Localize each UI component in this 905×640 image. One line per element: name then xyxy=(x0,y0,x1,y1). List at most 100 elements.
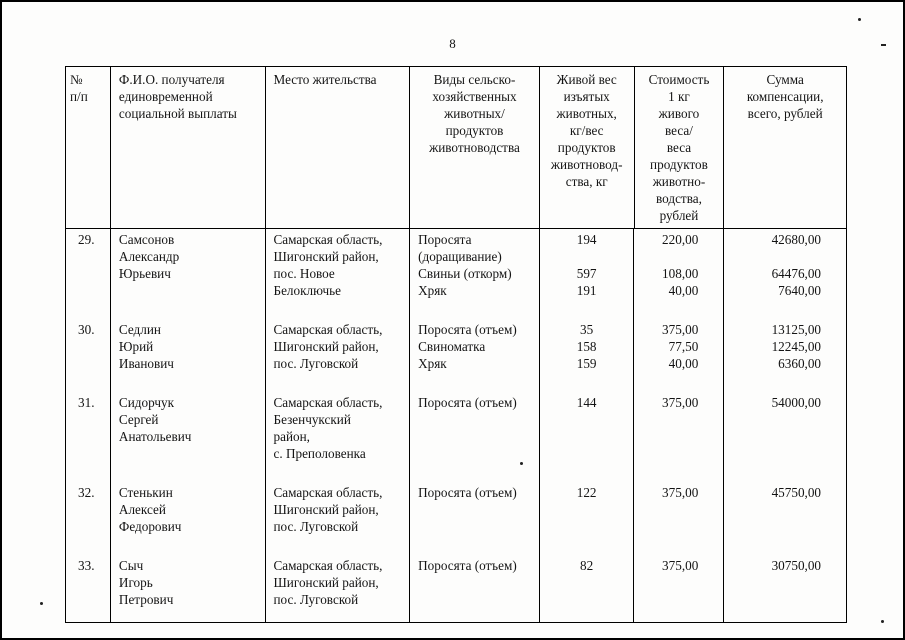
table-body: 29. Самсонов Александр Юрьевич Самарская обл… xyxy=(66,229,846,622)
cell-weights: 194 597 191 xyxy=(540,229,635,319)
cell-line: водства, xyxy=(656,191,702,206)
cell-name: Сидорчук Сергей Анатольевич xyxy=(111,392,266,482)
cell-sums: 45750,00 xyxy=(724,482,846,555)
cell-line: 194 xyxy=(576,232,597,247)
cell-line: Хряк xyxy=(418,356,447,371)
header-cell: Виды сельско-хозяйственных животных/проду… xyxy=(410,67,540,228)
cell-line: Поросята (отъем) xyxy=(418,395,517,410)
cell-line: 158 xyxy=(576,339,597,354)
cell-line: Алексей xyxy=(118,502,166,517)
cell-line: Юрьевич xyxy=(118,266,171,281)
cell-line: 31. xyxy=(78,395,95,410)
cell-line: пос. Луговской xyxy=(273,519,359,534)
cell-line: Самарская область, xyxy=(273,558,383,573)
cell-line: Федорович xyxy=(118,519,182,534)
cell-prices: 375,00 77,50 40,00 xyxy=(634,319,725,392)
cell-line: 220,00 xyxy=(662,232,699,247)
cell-line: изъятых xyxy=(563,89,610,104)
scan-speck xyxy=(520,462,523,465)
cell-types: Поросята (отъем) xyxy=(410,392,540,482)
cell-line: Шигонский район, xyxy=(273,249,379,264)
cell-prices: 220,00 108,00 40,00 xyxy=(634,229,725,319)
cell-line: веса/ xyxy=(665,123,693,138)
cell-prices: 375,00 xyxy=(634,392,725,482)
cell-line: 375,00 xyxy=(662,395,699,410)
cell-line: Стоимость xyxy=(648,72,710,87)
cell-line: хозяйственных xyxy=(432,89,517,104)
cell-line: 40,00 xyxy=(668,356,699,371)
cell-line xyxy=(724,248,821,265)
cell-line: рублей xyxy=(659,208,699,223)
cell-line: Шигонский район, xyxy=(273,575,379,590)
page-number: 8 xyxy=(449,36,456,51)
cell-line: Сидорчук xyxy=(118,395,174,410)
cell-line: № xyxy=(70,72,83,87)
cell-line: Самарская область, xyxy=(273,322,383,337)
cell-types: Поросята (отъем) Свиноматка Хряк xyxy=(410,319,540,392)
cell-line: 375,00 xyxy=(662,322,699,337)
cell-line: Виды сельско- xyxy=(433,72,516,87)
cell-line: Самарская область, xyxy=(273,395,383,410)
cell-line: 45750,00 xyxy=(771,485,822,500)
cell-weights: 144 xyxy=(540,392,635,482)
cell-name: Седлин Юрий Иванович xyxy=(111,319,266,392)
cell-prices: 375,00 xyxy=(634,482,725,555)
cell-line: 122 xyxy=(576,485,597,500)
cell-line: пос. Новое xyxy=(273,266,335,281)
cell-line: Самарская область, xyxy=(273,232,383,247)
cell-line xyxy=(540,248,634,265)
cell-line: 32. xyxy=(78,485,95,500)
cell-sums: 30750,00 xyxy=(724,555,846,622)
cell-line: Игорь xyxy=(118,575,153,590)
cell-line: Поросята (отъем) xyxy=(418,322,517,337)
cell-line: пос. Луговской xyxy=(273,592,359,607)
cell-line: 13125,00 xyxy=(771,322,822,337)
cell-line: 12245,00 xyxy=(771,339,822,354)
cell-line: (доращивание) xyxy=(418,249,502,264)
cell-line: Ф.И.О. получателя xyxy=(118,72,225,87)
header-cell: Живой вес изъятых животных, кг/вес продуктов… xyxy=(540,67,635,228)
cell-line: Седлин xyxy=(118,322,161,337)
cell-line: 159 xyxy=(576,356,597,371)
header-cell: Место жительства xyxy=(266,67,411,228)
cell-line: животно- xyxy=(652,174,706,189)
scan-speck xyxy=(40,602,43,605)
cell-line: с. Преполовенка xyxy=(273,446,366,461)
cell-line: продуктов xyxy=(650,157,708,172)
scan-speck xyxy=(881,44,886,46)
header-cell: Ф.И.О. получателя единовременной социально… xyxy=(111,67,266,228)
cell-line: животных, xyxy=(556,106,617,121)
header-cell: Сумма компенсации, всего, рублей xyxy=(724,67,846,228)
cell-address: Самарская область, Шигонский район, пос. Л… xyxy=(266,555,411,622)
cell-line: Сумма xyxy=(766,72,804,87)
cell-line: продуктов xyxy=(557,140,616,155)
cell-line: Хряк xyxy=(418,283,447,298)
cell-line: Шигонский район, xyxy=(273,502,379,517)
cell-line: Поросята (отъем) xyxy=(418,485,517,500)
cell-line: веса xyxy=(666,140,692,155)
cell-line: п/п xyxy=(70,89,88,104)
cell-name: Сыч Игорь Петрович xyxy=(111,555,266,622)
table-header-row: № п/п Ф.И.О. получателя единовременной социа… xyxy=(66,67,846,229)
table-row: 29. Самсонов Александр Юрьевич Самарская обл… xyxy=(66,229,846,319)
cell-line: животных/ xyxy=(444,106,505,121)
cell-line: Сергей xyxy=(118,412,159,427)
cell-line: Живой вес xyxy=(556,72,617,87)
cell-line: 108,00 xyxy=(662,266,699,281)
cell-line: 597 xyxy=(576,266,597,281)
header-cell: № п/п xyxy=(66,67,111,228)
cell-address: Самарская область, Безенчукский район, с. П… xyxy=(266,392,411,482)
cell-line: Свиньи (откорм) xyxy=(418,266,512,281)
cell-num: 33. xyxy=(66,555,111,622)
cell-line: 77,50 xyxy=(668,339,699,354)
cell-line: 82 xyxy=(580,558,594,573)
header-cell: Стоимость 1 кг живого веса/веса продуктов жив… xyxy=(635,67,725,228)
cell-line: 64476,00 xyxy=(771,266,822,281)
cell-line: 30. xyxy=(78,322,95,337)
cell-line: Сыч xyxy=(118,558,144,573)
cell-line: Свиноматка xyxy=(418,339,486,354)
cell-weights: 122 xyxy=(540,482,635,555)
cell-line: Александр xyxy=(118,249,180,264)
table-row: 30. Седлин Юрий Иванович Самарская область, Ш… xyxy=(66,319,846,392)
